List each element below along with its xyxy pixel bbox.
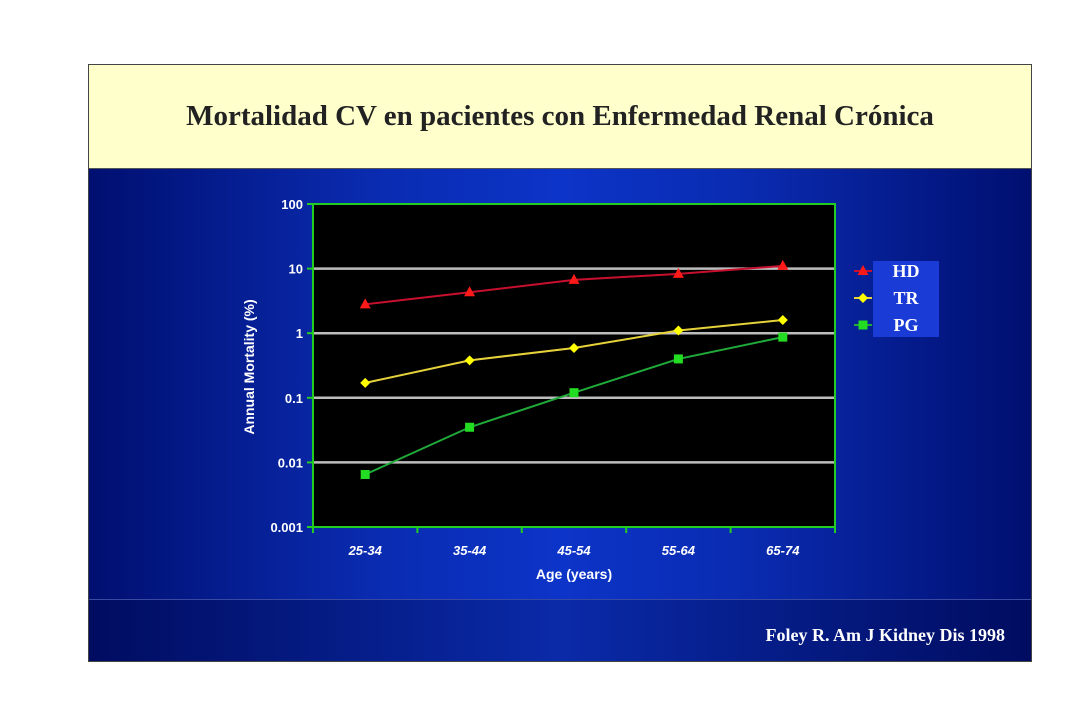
data-point-pg bbox=[465, 422, 475, 432]
y-tick-label: 100 bbox=[281, 197, 303, 212]
x-tick-label: 55-64 bbox=[662, 543, 696, 558]
y-tick-label: 0.001 bbox=[270, 520, 303, 535]
data-point-tr bbox=[360, 377, 371, 388]
x-tick-label: 25-34 bbox=[348, 543, 383, 558]
data-point-tr bbox=[464, 355, 475, 366]
x-tick-label: 45-54 bbox=[556, 543, 591, 558]
axis-layer: 0.001 0.01 0.1 1 10 100 25-34 35-44 45-54 55-64 65… bbox=[270, 197, 836, 558]
y-axis-label: Annual Mortality (%) bbox=[241, 299, 257, 434]
data-point-hd bbox=[464, 286, 476, 297]
title-bar: Mortalidad CV en pacientes con Enfermeda… bbox=[89, 65, 1031, 169]
slide-title: Mortalidad CV en pacientes con Enfermeda… bbox=[186, 100, 934, 132]
data-point-hd bbox=[672, 267, 684, 278]
data-point-hd bbox=[568, 273, 580, 284]
citation: Foley R. Am J Kidney Dis 1998 bbox=[765, 625, 1005, 645]
legend-marker-pg bbox=[858, 320, 868, 330]
data-point-pg bbox=[569, 388, 579, 398]
y-tick-label: 0.1 bbox=[285, 391, 303, 406]
plot-area bbox=[313, 204, 835, 527]
data-point-pg bbox=[360, 469, 370, 479]
data-point-pg bbox=[673, 354, 683, 364]
data-point-tr bbox=[673, 325, 684, 336]
slide-frame: Mortalidad CV en pacientes con Enfermeda… bbox=[88, 64, 1032, 662]
x-tick-label: 65-74 bbox=[766, 543, 800, 558]
plot-border bbox=[312, 203, 836, 528]
data-point-pg bbox=[778, 332, 788, 342]
series-layer bbox=[359, 259, 789, 479]
data-point-tr bbox=[569, 343, 579, 354]
x-tick-label: 35-44 bbox=[453, 543, 487, 558]
legend-marker-hd bbox=[857, 265, 869, 275]
data-point-tr bbox=[777, 315, 788, 326]
data-point-hd bbox=[777, 259, 789, 270]
legend-box bbox=[873, 261, 939, 337]
legend-label-tr: TR bbox=[893, 288, 919, 308]
legend-label-pg: PG bbox=[894, 315, 919, 335]
footer-bar: Foley R. Am J Kidney Dis 1998 bbox=[89, 599, 1031, 661]
x-axis-label: Age (years) bbox=[536, 566, 612, 582]
y-tick-label: 1 bbox=[296, 326, 303, 341]
y-tick-label: 0.01 bbox=[278, 455, 303, 470]
legend-label-hd: HD bbox=[893, 261, 920, 281]
legend-marker-tr bbox=[858, 293, 868, 303]
mortality-chart: 0.001 0.01 0.1 1 10 100 25-34 35-44 45-54 55-64 65… bbox=[241, 197, 939, 582]
y-tick-label: 10 bbox=[289, 262, 303, 277]
legend: HD TR PG bbox=[854, 261, 939, 337]
data-point-hd bbox=[359, 298, 371, 309]
